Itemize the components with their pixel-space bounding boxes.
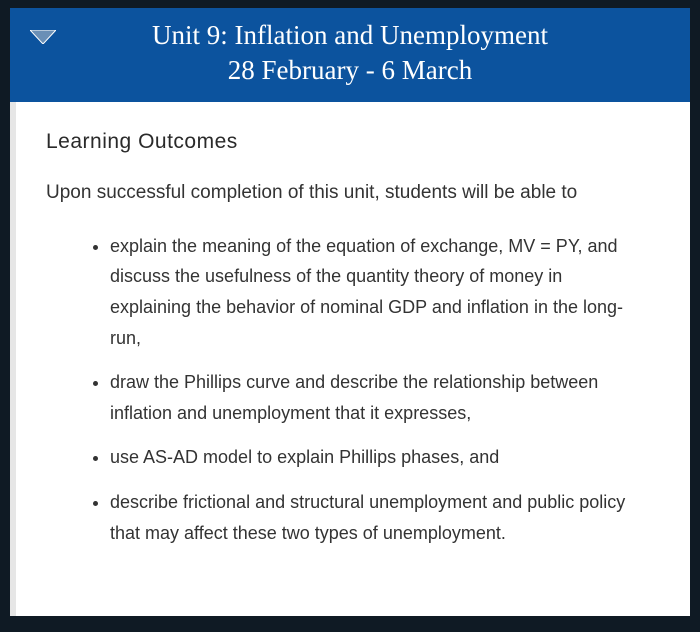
unit-header: Unit 9: Inflation and Unemployment 28 Fe… <box>10 8 690 102</box>
unit-title-line2: 28 February - 6 March <box>228 55 472 85</box>
collapse-icon[interactable] <box>30 30 56 49</box>
page-card: Unit 9: Inflation and Unemployment 28 Fe… <box>10 8 690 616</box>
list-item: explain the meaning of the equation of e… <box>110 231 648 353</box>
list-item: draw the Phillips curve and describe the… <box>110 367 648 428</box>
intro-text: Upon successful completion of this unit,… <box>46 180 660 207</box>
content-area: Learning Outcomes Upon successful comple… <box>10 102 690 616</box>
section-heading: Learning Outcomes <box>46 130 660 154</box>
outcomes-list: explain the meaning of the equation of e… <box>46 231 660 548</box>
list-item: describe frictional and structural unemp… <box>110 487 648 548</box>
list-item: use AS-AD model to explain Phillips phas… <box>110 442 648 473</box>
unit-title: Unit 9: Inflation and Unemployment 28 Fe… <box>20 18 680 88</box>
unit-title-line1: Unit 9: Inflation and Unemployment <box>152 20 548 50</box>
